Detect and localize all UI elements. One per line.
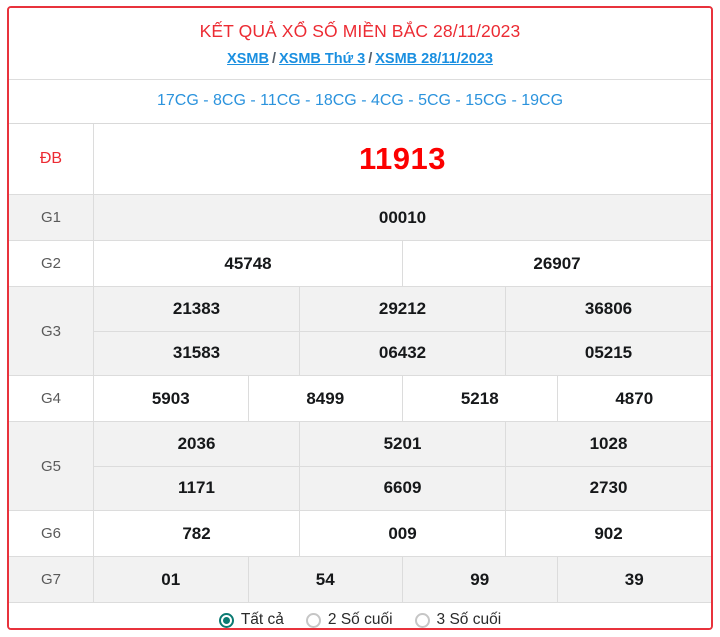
radio-unselected-icon[interactable]: [414, 612, 430, 628]
prize-number: 5201: [300, 422, 506, 466]
prize-label: G6: [9, 511, 94, 556]
prize-number: 06432: [300, 331, 506, 375]
prize-values: 00010: [94, 195, 711, 240]
display-mode-option-2[interactable]: 2 Số cuối: [305, 611, 393, 628]
prize-value-line: 2036 5201 1028: [94, 422, 711, 466]
display-mode-option-1[interactable]: Tất cả: [218, 611, 284, 628]
prize-number: 21383: [94, 287, 300, 331]
prize-values: 5903 8499 5218 4870: [94, 376, 711, 421]
prize-number: 39: [624, 569, 644, 589]
prize-number: 902: [594, 523, 623, 543]
prize-values: 11913: [94, 124, 711, 194]
prize-label: G7: [9, 557, 94, 602]
prize-value-line: 1171 6609 2730: [94, 465, 711, 510]
breadcrumb-separator: /: [271, 51, 276, 67]
prize-number: 2036: [94, 422, 300, 466]
prize-number: 36806: [584, 298, 633, 318]
page-title: KẾT QUẢ XỔ SỐ MIỀN BẮC 28/11/2023: [199, 21, 521, 41]
prize-row-g2: G2 45748 26907: [9, 241, 711, 287]
prize-values: 01 54 99 39: [94, 557, 711, 602]
display-mode-label: 3 Số cuối: [436, 611, 502, 628]
prize-label: G3: [9, 287, 94, 375]
breadcrumb-link-2[interactable]: XSMB Thứ 3: [278, 51, 366, 67]
radio-unselected-icon[interactable]: [305, 612, 321, 628]
prize-label: ĐB: [9, 124, 94, 194]
prize-row-g7: G7 01 54 99 39: [9, 557, 711, 603]
prize-number: 5903: [94, 376, 249, 421]
prize-number: 2730: [589, 478, 628, 498]
prize-values: 782 009 902: [94, 511, 711, 556]
prize-value-line: 11913: [94, 124, 711, 194]
prize-label: G1: [9, 195, 94, 240]
prize-value-line: 31583 06432 05215: [94, 330, 711, 375]
breadcrumb: XSMB / XSMB Thứ 3/XSMB 28/11/2023: [17, 48, 703, 70]
prize-row-g1: G1 00010: [9, 195, 711, 241]
prize-value-line: 00010: [94, 195, 711, 240]
prize-number: 11913: [359, 141, 446, 176]
prize-label: G5: [9, 422, 94, 510]
radio-selected-icon[interactable]: [218, 612, 234, 628]
prize-label: G4: [9, 376, 94, 421]
lottery-result-panel: KẾT QUẢ XỔ SỐ MIỀN BẮC 28/11/2023 XSMB / X…: [7, 6, 713, 630]
prize-label: G2: [9, 241, 94, 286]
results-table: ĐB 11913 G1 00010 G2 45748 26907 G3 21383 29212 36…: [9, 123, 711, 603]
prize-number: 782: [94, 511, 300, 556]
result-header: KẾT QUẢ XỔ SỐ MIỀN BẮC 28/11/2023 XSMB / X…: [9, 8, 711, 79]
display-mode-label: 2 Số cuối: [327, 611, 393, 628]
prize-number: 29212: [300, 287, 506, 331]
cang-summary-strip: 17CG - 8CG - 11CG - 18CG - 4CG - 5CG - 1…: [9, 79, 711, 123]
prize-row-g3: G3 21383 29212 36806 31583 06432 05215: [9, 287, 711, 376]
prize-number: 05215: [584, 343, 633, 363]
prize-number: 31583: [94, 331, 300, 375]
prize-value-line: 45748 26907: [94, 241, 711, 286]
prize-value-line: 5903 8499 5218 4870: [94, 376, 711, 421]
prize-values: 45748 26907: [94, 241, 711, 286]
prize-values: 21383 29212 36806 31583 06432 05215: [94, 287, 711, 375]
prize-value-line: 21383 29212 36806: [94, 287, 711, 331]
prize-number: 00010: [378, 207, 427, 227]
display-mode-option-3[interactable]: 3 Số cuối: [414, 611, 502, 628]
breadcrumb-link-1[interactable]: XSMB: [227, 51, 269, 67]
prize-number: 99: [403, 557, 558, 602]
prize-number: 8499: [249, 376, 403, 421]
prize-number: 1171: [94, 466, 300, 510]
prize-number: 5218: [403, 376, 558, 421]
breadcrumb-link-3[interactable]: XSMB 28/11/2023: [375, 51, 493, 67]
prize-values: 2036 5201 1028 1171 6609 2730: [94, 422, 711, 510]
display-mode-options: Tất cả 2 Số cuối 3 Số cuối: [9, 603, 711, 628]
prize-number: 54: [249, 557, 403, 602]
breadcrumb-separator: /: [368, 51, 373, 67]
prize-number: 01: [94, 557, 249, 602]
display-mode-label: Tất cả: [240, 611, 284, 628]
prize-value-line: 782 009 902: [94, 511, 711, 556]
prize-number: 6609: [300, 466, 506, 510]
prize-number: 1028: [589, 433, 628, 453]
prize-row-b: ĐB 11913: [9, 124, 711, 195]
prize-value-line: 01 54 99 39: [94, 557, 711, 602]
prize-number: 009: [300, 511, 506, 556]
prize-row-g5: G5 2036 5201 1028 1171 6609 2730: [9, 422, 711, 511]
prize-number: 4870: [615, 388, 654, 408]
prize-row-g6: G6 782 009 902: [9, 511, 711, 557]
prize-row-g4: G4 5903 8499 5218 4870: [9, 376, 711, 422]
prize-number: 45748: [94, 241, 403, 286]
prize-number: 26907: [533, 253, 581, 273]
